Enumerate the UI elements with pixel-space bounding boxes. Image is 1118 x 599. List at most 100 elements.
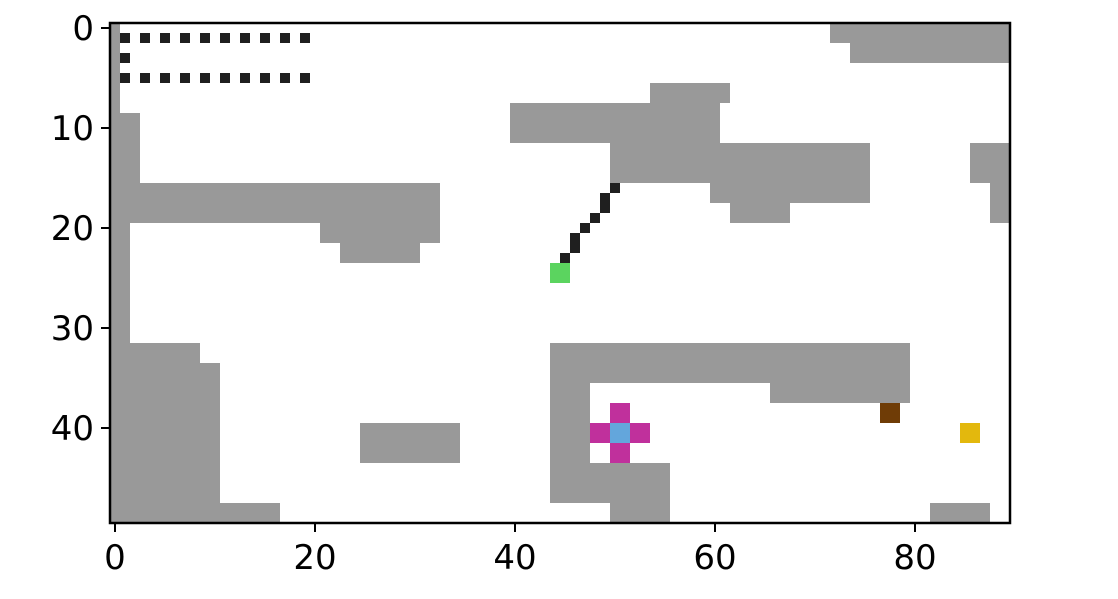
wall-cell bbox=[550, 343, 910, 383]
wall-cell bbox=[340, 243, 420, 263]
plot-frame bbox=[108, 21, 1012, 525]
x-tick-label: 20 bbox=[293, 538, 336, 578]
path-cell bbox=[180, 73, 190, 83]
cross-center-cell bbox=[610, 423, 620, 433]
cross-cell bbox=[630, 433, 640, 443]
wall-cell bbox=[120, 363, 220, 503]
cross-cell bbox=[620, 453, 630, 463]
path-cell bbox=[200, 73, 210, 83]
cross-cell bbox=[610, 443, 620, 453]
x-tick-label: 0 bbox=[104, 538, 126, 578]
path-cell bbox=[560, 253, 570, 263]
agent-cell bbox=[560, 263, 570, 273]
brown-item-cell bbox=[880, 403, 890, 413]
wall-cell bbox=[120, 503, 280, 523]
wall-cell bbox=[730, 203, 790, 223]
y-tick-label: 30 bbox=[51, 309, 94, 349]
wall-cell bbox=[990, 183, 1010, 223]
axis-ticks: 0 20 40 60 80 0 10 20 30 40 bbox=[51, 9, 937, 578]
cross-cell bbox=[640, 423, 650, 433]
x-tick-label: 60 bbox=[693, 538, 736, 578]
path-cell bbox=[240, 33, 250, 43]
path-cell bbox=[160, 73, 170, 83]
wall-cell bbox=[930, 503, 990, 523]
agent-cell bbox=[550, 273, 560, 283]
cross-cell bbox=[620, 413, 630, 423]
brown-item-cell bbox=[890, 413, 900, 423]
wall-cell bbox=[650, 83, 730, 103]
path-cell bbox=[580, 223, 590, 233]
agent-cell bbox=[560, 273, 570, 283]
path-cell bbox=[140, 33, 150, 43]
cross-cell bbox=[600, 423, 610, 433]
cross-cell bbox=[620, 443, 630, 453]
path-cell bbox=[280, 33, 290, 43]
cross-center-cell bbox=[610, 433, 620, 443]
wall-cell bbox=[360, 423, 460, 463]
path-cell bbox=[300, 73, 310, 83]
path-cell bbox=[120, 53, 130, 63]
wall-cell bbox=[850, 43, 1010, 63]
path-cell bbox=[570, 243, 580, 253]
cross-cell bbox=[590, 433, 600, 443]
agent-cell bbox=[550, 263, 560, 273]
path-cell bbox=[220, 33, 230, 43]
wall-cell bbox=[510, 103, 660, 143]
wall-cell bbox=[120, 113, 130, 343]
path-cell bbox=[220, 73, 230, 83]
path-cell bbox=[200, 33, 210, 43]
wall-cell bbox=[110, 23, 120, 523]
brown-item-cell bbox=[880, 413, 890, 423]
wall-cell bbox=[770, 383, 910, 403]
path-cell bbox=[610, 183, 620, 193]
cross-cell bbox=[610, 403, 620, 413]
path-cell bbox=[600, 193, 610, 203]
grid-cells bbox=[110, 23, 1010, 523]
wall-cell bbox=[120, 343, 200, 363]
cross-cell bbox=[600, 433, 610, 443]
cross-center-cell bbox=[620, 433, 630, 443]
brown-item-cell bbox=[890, 403, 900, 413]
path-cell bbox=[120, 33, 130, 43]
path-cell bbox=[240, 73, 250, 83]
cross-cell bbox=[640, 433, 650, 443]
y-tick-label: 20 bbox=[51, 209, 94, 249]
path-cell bbox=[280, 73, 290, 83]
wall-cell bbox=[970, 143, 1010, 183]
yellow-item-cell bbox=[970, 423, 980, 433]
cross-cell bbox=[610, 453, 620, 463]
y-tick-label: 40 bbox=[51, 409, 94, 449]
wall-cell bbox=[650, 103, 720, 143]
path-cell bbox=[260, 73, 270, 83]
yellow-item-cell bbox=[960, 423, 970, 433]
y-tick-label: 0 bbox=[72, 9, 94, 49]
cross-cell bbox=[590, 423, 600, 433]
wall-cell bbox=[550, 463, 670, 503]
path-cell bbox=[160, 33, 170, 43]
cross-cell bbox=[610, 413, 620, 423]
path-cell bbox=[590, 213, 600, 223]
wall-cell bbox=[130, 113, 140, 183]
y-tick-label: 10 bbox=[51, 109, 94, 149]
path-cell bbox=[180, 33, 190, 43]
wall-cell bbox=[610, 503, 670, 523]
cross-center-cell bbox=[620, 423, 630, 433]
yellow-item-cell bbox=[960, 433, 970, 443]
x-tick-label: 40 bbox=[493, 538, 536, 578]
x-tick-label: 80 bbox=[893, 538, 936, 578]
wall-cell bbox=[710, 183, 760, 203]
path-cell bbox=[300, 33, 310, 43]
path-cell bbox=[600, 203, 610, 213]
path-cell bbox=[260, 33, 270, 43]
path-cell bbox=[120, 73, 130, 83]
wall-cell bbox=[610, 143, 720, 183]
wall-cell bbox=[830, 23, 1010, 43]
path-cell bbox=[140, 73, 150, 83]
cross-cell bbox=[620, 403, 630, 413]
cross-cell bbox=[630, 423, 640, 433]
wall-cell bbox=[550, 383, 590, 463]
path-cell bbox=[570, 233, 580, 243]
wall-cell bbox=[120, 183, 440, 223]
wall-cell bbox=[320, 223, 440, 243]
